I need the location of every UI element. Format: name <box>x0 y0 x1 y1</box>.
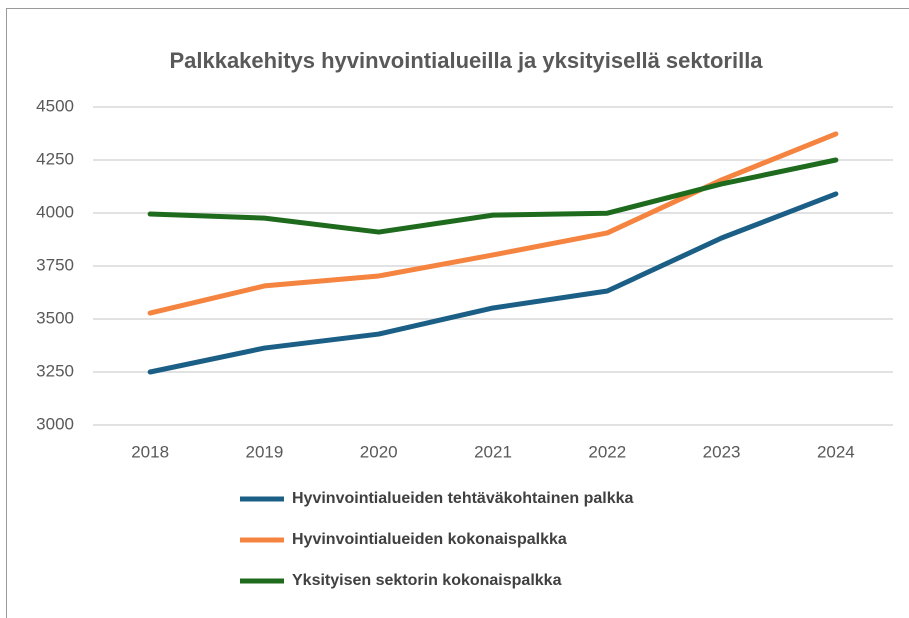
x-tick-label: 2020 <box>360 442 398 461</box>
series-line <box>147 131 839 316</box>
legend-label: Hyvinvointialueiden tehtäväkohtainen pal… <box>292 490 634 507</box>
legend-label: Yksityisen sektorin kokonaispalkka <box>292 572 562 589</box>
x-tick-label: 2018 <box>131 442 169 461</box>
y-tick-label: 4000 <box>36 202 74 221</box>
y-tick-label: 3750 <box>36 255 74 274</box>
x-tick-label: 2021 <box>474 442 512 461</box>
series-line <box>147 157 839 235</box>
y-tick-label: 3250 <box>36 361 74 380</box>
legend-label: Hyvinvointialueiden kokonaispalkka <box>292 531 567 548</box>
y-tick-label: 3000 <box>36 414 74 433</box>
x-tick-label: 2022 <box>588 442 626 461</box>
x-tick-label: 2023 <box>703 442 741 461</box>
y-tick-label: 4250 <box>36 149 74 168</box>
y-tick-label: 3500 <box>36 308 74 327</box>
x-tick-label: 2019 <box>246 442 284 461</box>
y-tick-label: 4500 <box>36 96 74 115</box>
frame <box>6 8 909 618</box>
x-tick-label: 2024 <box>817 442 855 461</box>
series-line <box>147 191 839 375</box>
chart-title: Palkkakehitys hyvinvointialueilla ja yks… <box>169 48 763 73</box>
